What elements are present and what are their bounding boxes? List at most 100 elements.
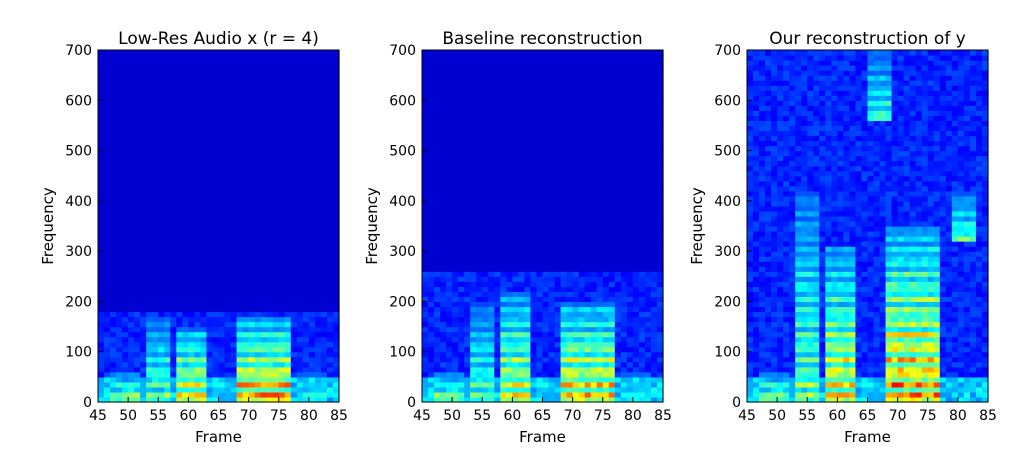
heatmap-cell (482, 180, 489, 187)
heatmap-cell (134, 241, 141, 247)
heatmap-cell (242, 281, 250, 287)
heatmap-cell (182, 286, 189, 292)
heatmap-cell (296, 205, 304, 212)
heatmap-cell (320, 231, 328, 237)
heatmap-cell (266, 346, 274, 353)
heatmap-cell (590, 321, 598, 328)
heatmap-cell (578, 256, 586, 262)
heatmap-cell (266, 241, 274, 247)
heatmap-cell (308, 215, 316, 222)
heatmap-cell (440, 70, 447, 76)
heatmap-cell (122, 130, 129, 137)
heatmap-cell (254, 185, 262, 192)
heatmap-cell (302, 205, 310, 212)
heatmap-cell (488, 130, 495, 137)
heatmap-cell (464, 95, 471, 101)
heatmap-cell (332, 200, 340, 207)
heatmap-cell (248, 326, 256, 333)
heatmap-cell (212, 336, 220, 343)
heatmap-cell (146, 55, 153, 61)
heatmap-cell (434, 306, 441, 313)
heatmap-cell (296, 276, 304, 282)
heatmap-cell (230, 311, 238, 318)
heatmap-cell (482, 200, 489, 207)
heatmap-cell (458, 306, 465, 313)
heatmap-cell (332, 246, 340, 252)
heatmap-cell (134, 170, 141, 177)
heatmap-cell (182, 296, 189, 303)
heatmap-cell (434, 180, 441, 187)
heatmap-cell (320, 311, 328, 318)
heatmap-cell (182, 205, 189, 212)
heatmap-cell (452, 75, 459, 81)
heatmap-cell (218, 115, 226, 121)
heatmap-cell (230, 70, 238, 76)
heatmap-cell (116, 341, 123, 348)
heatmap-cell (266, 376, 274, 383)
heatmap-cell (248, 60, 256, 66)
heatmap-cell (470, 276, 477, 282)
heatmap-cell (296, 195, 304, 202)
heatmap-cell (452, 276, 459, 282)
heatmap-cell (530, 160, 538, 167)
heatmap-cell (584, 246, 592, 252)
heatmap-cell (422, 165, 429, 172)
heatmap-cell (182, 311, 189, 318)
heatmap-cell (584, 100, 592, 106)
heatmap-cell (554, 145, 562, 152)
heatmap-cell (176, 190, 183, 197)
heatmap-cell (236, 301, 244, 308)
heatmap-cell (428, 195, 435, 202)
heatmap-cell (284, 306, 292, 313)
heatmap-cell (602, 256, 610, 262)
heatmap-cell (146, 190, 153, 197)
heatmap-cell (320, 316, 328, 323)
heatmap-cell (308, 296, 316, 303)
heatmap-cell (500, 180, 507, 187)
heatmap-cell (422, 120, 429, 127)
heatmap-cell (314, 286, 322, 292)
heatmap-cell (578, 95, 586, 101)
heatmap-cell (578, 160, 586, 167)
heatmap-cell (194, 311, 202, 318)
heatmap-cell (572, 301, 580, 308)
heatmap-cell (422, 261, 429, 267)
heatmap-cell (128, 236, 135, 242)
heatmap-cell (284, 160, 292, 167)
heatmap-cell (170, 381, 177, 388)
heatmap-cell (476, 276, 483, 282)
heatmap-cell (146, 170, 153, 177)
heatmap-cell (116, 200, 123, 207)
heatmap-cell (140, 105, 147, 111)
heatmap-cell (572, 306, 580, 313)
heatmap-cell (104, 205, 111, 212)
heatmap-cell (596, 281, 604, 287)
heatmap-cell (224, 266, 232, 272)
heatmap-cell (524, 266, 532, 272)
heatmap-cell (548, 50, 556, 56)
heatmap-cell (146, 175, 153, 182)
y-tick-label: 0 (83, 395, 92, 411)
heatmap-cell (302, 391, 310, 398)
heatmap-cell (584, 301, 592, 308)
heatmap-cell (506, 85, 513, 91)
heatmap-cell (584, 125, 592, 132)
heatmap-cell (218, 50, 226, 56)
heatmap-cell (284, 210, 292, 217)
heatmap-cell (332, 306, 340, 313)
heatmap-cell (110, 135, 117, 142)
heatmap-cell (218, 190, 226, 197)
heatmap-cell (140, 70, 147, 76)
heatmap-cell (212, 105, 220, 111)
heatmap-cell (542, 376, 550, 383)
heatmap-cell (332, 321, 340, 328)
heatmap-cell (500, 130, 507, 137)
heatmap-cell (110, 165, 117, 172)
heatmap-cell (500, 175, 507, 182)
heatmap-cell (560, 70, 568, 76)
heatmap-cell (158, 311, 165, 318)
heatmap-cell (254, 60, 262, 66)
heatmap-cell (428, 281, 435, 287)
heatmap-cell (248, 266, 256, 272)
heatmap-cell (476, 190, 483, 197)
